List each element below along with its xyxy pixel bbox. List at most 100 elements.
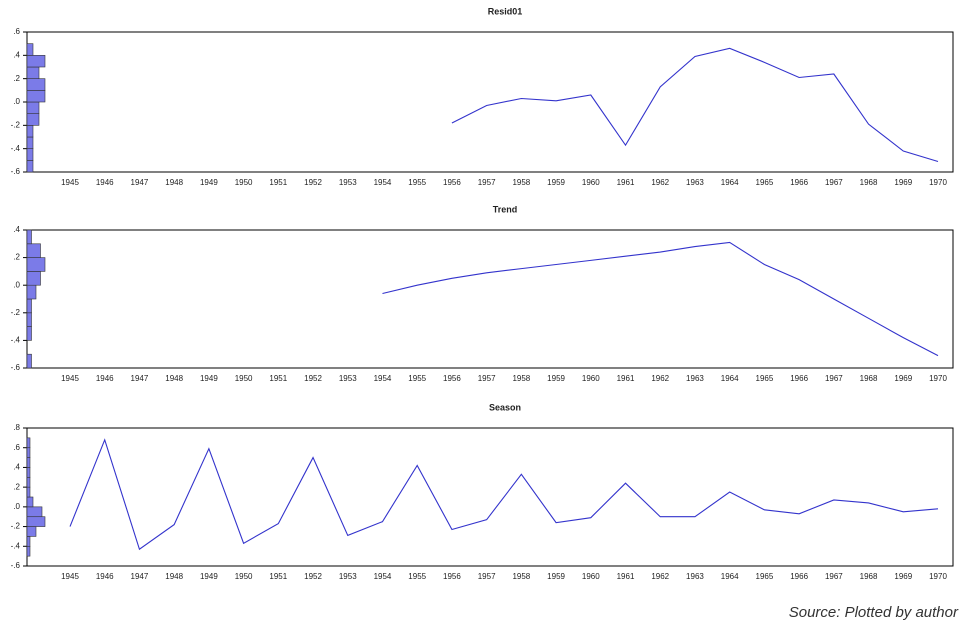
y-tick-label: .4 (13, 225, 20, 234)
x-tick-label: 1949 (200, 178, 218, 187)
histogram-bar (26, 55, 46, 68)
x-tick-label: 1954 (374, 572, 392, 581)
x-tick-label: 1963 (686, 572, 704, 581)
x-tick-label: 1946 (96, 178, 114, 187)
x-tick-label: 1967 (825, 374, 843, 383)
y-tick-label: -.2 (11, 120, 21, 129)
histogram-bar (26, 125, 34, 138)
x-tick-label: 1948 (165, 178, 183, 187)
x-tick-label: 1950 (235, 572, 253, 581)
chart-title: Resid01 (488, 6, 523, 16)
x-tick-label: 1970 (929, 178, 947, 187)
x-tick-label: 1954 (374, 374, 392, 383)
x-tick-label: 1958 (512, 572, 530, 581)
x-tick-label: 1951 (269, 374, 287, 383)
x-tick-label: 1947 (131, 572, 149, 581)
histogram-bar (26, 136, 34, 149)
histogram-bar (26, 496, 34, 508)
x-tick-label: 1956 (443, 178, 461, 187)
y-tick-label: .4 (13, 50, 20, 59)
panel: Trend .4 .2 .0 -.2 -.4 -.6 1945 1946 1947 1948 1949… (11, 204, 954, 383)
y-tick-label: .8 (13, 423, 20, 432)
x-tick-label: 1952 (304, 374, 322, 383)
histogram-bar (26, 526, 37, 537)
x-tick-label: 1969 (894, 178, 912, 187)
x-tick-label: 1952 (304, 572, 322, 581)
x-tick-label: 1946 (96, 572, 114, 581)
x-tick-label: 1968 (860, 374, 878, 383)
x-tick-label: 1957 (478, 374, 496, 383)
histogram-bar (26, 113, 40, 126)
panel: Season .8 .6 .4 .2 .0 -.2 -.4 -.6 1945 1946 1947 194… (11, 402, 954, 581)
x-tick-label: 1956 (443, 374, 461, 383)
x-tick-label: 1961 (617, 374, 635, 383)
y-tick-label: .0 (13, 502, 20, 511)
x-tick-label: 1970 (929, 374, 947, 383)
x-tick-label: 1968 (860, 178, 878, 187)
x-tick-label: 1957 (478, 572, 496, 581)
series-line (69, 438, 939, 551)
histogram-bar (26, 312, 32, 327)
histogram-bar (26, 160, 34, 173)
plot-frame (26, 229, 954, 369)
x-tick-label: 1964 (721, 178, 739, 187)
x-tick-label: 1956 (443, 572, 461, 581)
x-tick-label: 1953 (339, 572, 357, 581)
x-tick-label: 1957 (478, 178, 496, 187)
chart-title: Trend (493, 204, 518, 214)
x-tick-label: 1959 (547, 178, 565, 187)
x-tick-label: 1965 (756, 572, 774, 581)
x-tick-label: 1961 (617, 178, 635, 187)
x-tick-label: 1949 (200, 374, 218, 383)
x-tick-label: 1969 (894, 374, 912, 383)
x-tick-label: 1959 (547, 572, 565, 581)
x-tick-label: 1954 (374, 178, 392, 187)
histogram-bar (26, 536, 31, 547)
x-tick-label: 1960 (582, 178, 600, 187)
x-tick-label: 1945 (61, 572, 79, 581)
x-tick-label: 1951 (269, 572, 287, 581)
x-tick-label: 1967 (825, 178, 843, 187)
histogram-bar (26, 298, 32, 314)
series-line (451, 47, 939, 163)
y-tick-label: -.4 (11, 541, 21, 550)
y-tick-label: .6 (13, 27, 20, 36)
x-tick-label: 1948 (165, 374, 183, 383)
x-tick-label: 1960 (582, 374, 600, 383)
panel: Resid01 .6 .4 .2 .0 -.2 -.4 -.6 1945 1946 1947 1948… (11, 6, 954, 187)
y-tick-label: .2 (13, 253, 20, 262)
x-tick-label: 1953 (339, 178, 357, 187)
x-tick-label: 1962 (651, 572, 669, 581)
x-tick-label: 1947 (131, 178, 149, 187)
x-tick-label: 1966 (790, 178, 808, 187)
x-tick-label: 1968 (860, 572, 878, 581)
x-tick-label: 1955 (408, 374, 426, 383)
histogram-bar (26, 243, 41, 258)
histogram-bar (26, 43, 34, 56)
plot-frame (26, 427, 954, 567)
histogram-bar (26, 486, 31, 498)
histogram-bar (26, 457, 31, 468)
x-tick-label: 1965 (756, 178, 774, 187)
histogram-bar (26, 326, 32, 341)
series-line (382, 241, 939, 357)
histogram-bar (26, 437, 31, 449)
x-tick-label: 1961 (617, 572, 635, 581)
y-tick-label: .0 (13, 97, 20, 106)
x-tick-label: 1955 (408, 572, 426, 581)
x-tick-label: 1958 (512, 178, 530, 187)
histogram-bar (26, 90, 46, 103)
histogram-bar (26, 66, 40, 79)
x-tick-label: 1952 (304, 178, 322, 187)
x-tick-label: 1950 (235, 178, 253, 187)
histogram-bar (26, 476, 31, 488)
x-tick-label: 1955 (408, 178, 426, 187)
x-tick-label: 1945 (61, 178, 79, 187)
x-tick-label: 1964 (721, 374, 739, 383)
y-tick-label: -.2 (11, 308, 21, 317)
x-tick-label: 1967 (825, 572, 843, 581)
x-tick-label: 1963 (686, 374, 704, 383)
x-tick-label: 1958 (512, 374, 530, 383)
histogram-bar (26, 101, 40, 114)
